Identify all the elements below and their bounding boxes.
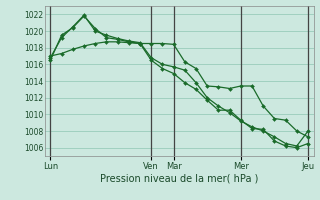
X-axis label: Pression niveau de la mer( hPa ): Pression niveau de la mer( hPa ) <box>100 173 258 183</box>
